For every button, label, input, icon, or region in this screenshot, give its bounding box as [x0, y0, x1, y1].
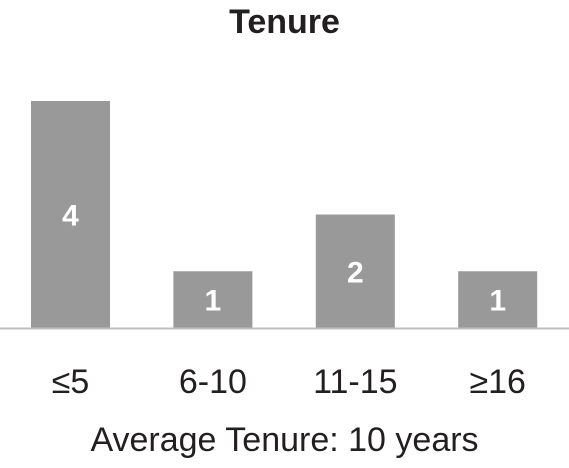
category-label-2: 11-15 — [313, 363, 397, 401]
chart-footnote: Average Tenure: 10 years — [90, 421, 479, 459]
category-label-3: ≥16 — [469, 363, 525, 401]
bar-value-label-3: 1 — [489, 285, 506, 318]
bar-value-label-1: 1 — [205, 285, 222, 318]
bar-1 — [173, 271, 253, 328]
bar-value-label-2: 2 — [347, 256, 364, 289]
category-label-1: 6-10 — [179, 363, 247, 401]
bar-3 — [458, 271, 538, 328]
plot-area: 4 ≤5 1 6-10 2 11-15 1 ≥16 — [0, 101, 569, 401]
bar-0 — [31, 101, 110, 328]
chart-title: Tenure — [229, 3, 340, 41]
category-label-0: ≤5 — [52, 363, 90, 401]
bar-value-label-0: 4 — [62, 200, 79, 233]
bar-2 — [315, 214, 395, 328]
